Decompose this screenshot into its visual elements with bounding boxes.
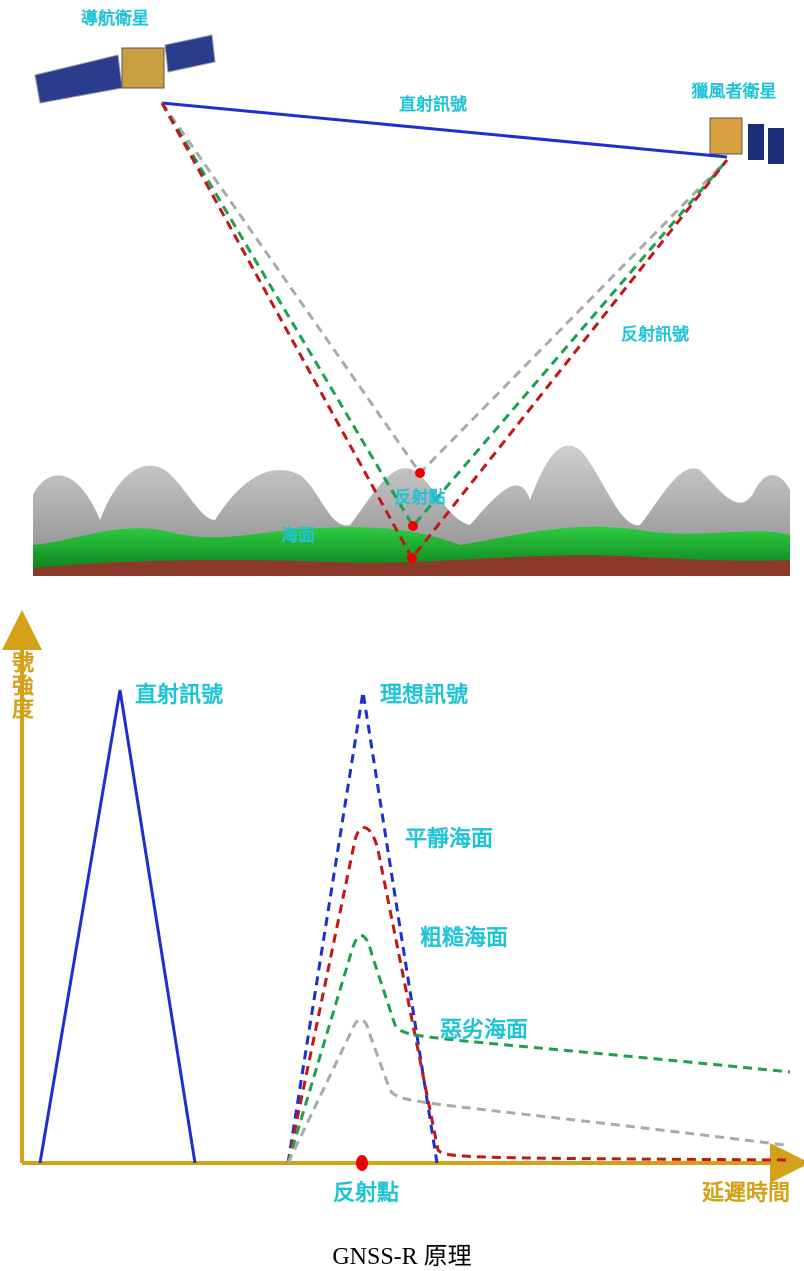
calm-sea-label: 平靜海面	[405, 826, 493, 852]
ideal-signal-label: 理想訊號	[380, 682, 468, 708]
calm-curve	[286, 826, 791, 1164]
caption: GNSS-R 原理	[332, 1244, 472, 1270]
reflected-signal-label: 反射訊號	[621, 324, 689, 345]
receiver-satellite-icon	[709, 117, 784, 164]
severe-curve	[286, 1017, 786, 1164]
reflection-dot	[415, 468, 425, 478]
sea-surface-label: 海面	[281, 525, 315, 546]
reflection-point-label: 反射點	[395, 487, 446, 508]
sea-floor	[33, 555, 790, 576]
reflection-point-axis-label: 反射點	[333, 1180, 399, 1206]
x-axis-label: 延遲時間	[701, 1181, 790, 1206]
reflection-dot	[407, 553, 417, 563]
reflected-path-red	[160, 102, 729, 561]
reflected-path-gray	[160, 102, 729, 476]
navigation-satellite-label: 導航衛星	[81, 8, 149, 29]
ideal-peak	[286, 691, 439, 1164]
direct-signal-label: 直射訊號	[135, 682, 223, 708]
reflection-dot	[356, 1155, 368, 1171]
y-axis-label: 訊號強度	[8, 628, 33, 720]
direct-peak	[38, 689, 197, 1164]
rough-curve	[286, 934, 791, 1164]
reflection-dot	[408, 521, 418, 531]
reflected-path-green	[160, 102, 729, 529]
rough-sea-label: 粗糙海面	[420, 925, 508, 951]
direct-signal-line	[161, 101, 728, 159]
receiver-satellite-label: 獵風者衛星	[692, 81, 777, 102]
direct-signal-label: 直射訊號	[399, 94, 467, 115]
navigation-satellite-icon	[34, 34, 216, 104]
severe-sea-label: 惡劣海面	[440, 1017, 528, 1043]
